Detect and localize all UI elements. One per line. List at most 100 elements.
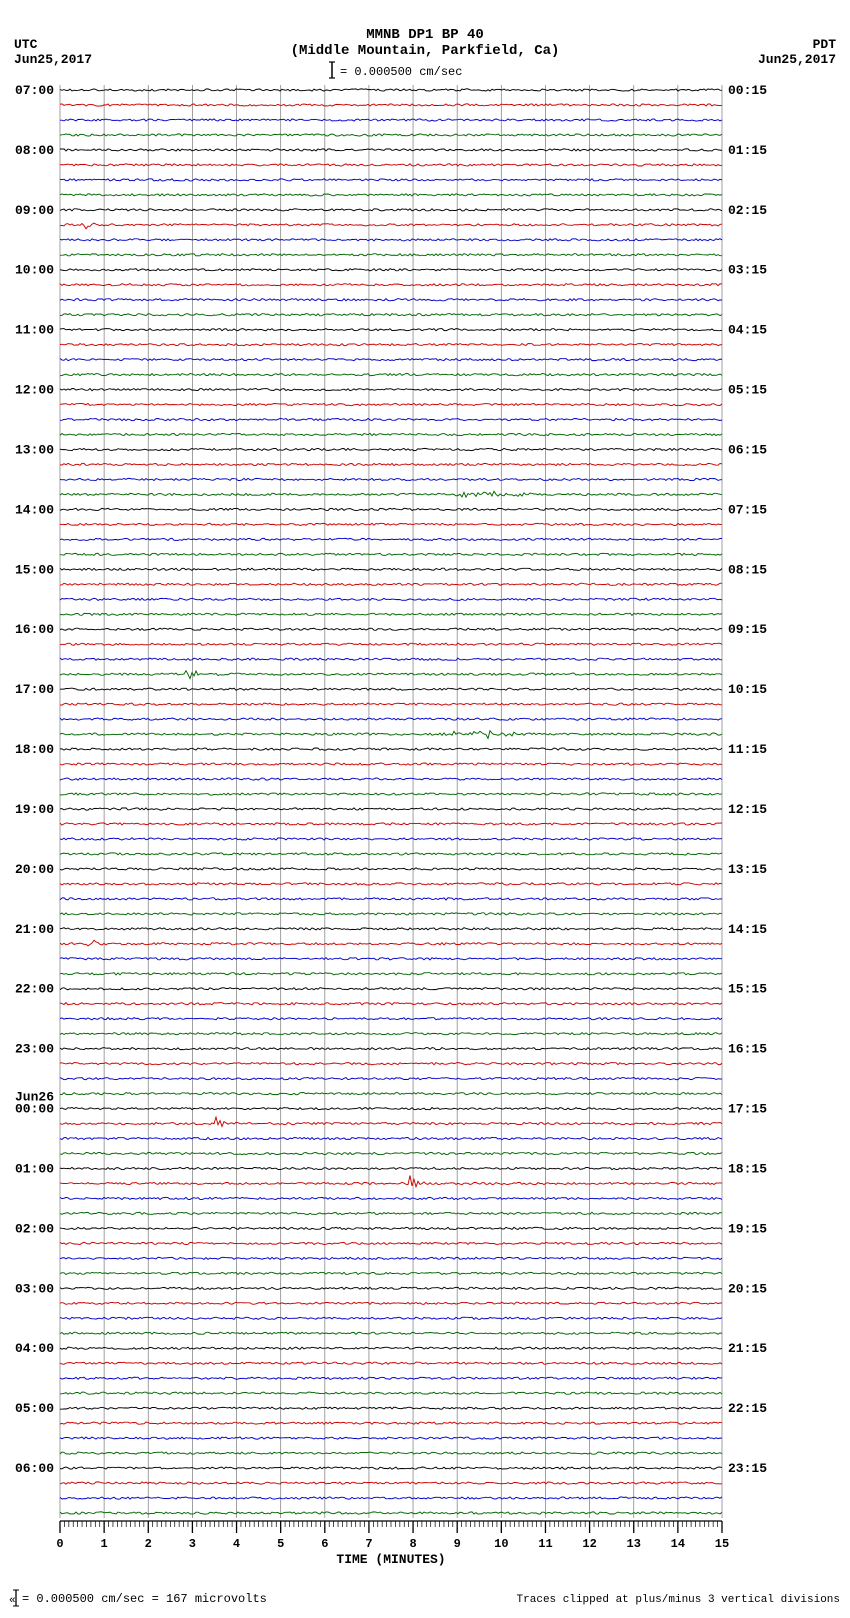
seismic-trace — [60, 1407, 722, 1409]
seismic-trace — [60, 404, 722, 406]
pdt-hour-label: 21:15 — [728, 1341, 767, 1356]
seismic-trace — [60, 1287, 722, 1289]
seismic-trace — [60, 940, 722, 946]
seismic-trace — [60, 583, 722, 585]
utc-hour-label: 01:00 — [15, 1161, 54, 1176]
utc-hour-label: 08:00 — [15, 143, 54, 158]
seismic-trace — [60, 913, 722, 915]
seismic-trace — [60, 491, 722, 497]
seismic-trace — [60, 1302, 722, 1304]
seismic-trace — [60, 838, 722, 840]
pdt-hour-label: 04:15 — [728, 323, 767, 338]
seismic-trace — [60, 478, 722, 480]
seismic-trace — [60, 688, 722, 690]
seismic-trace — [60, 703, 722, 705]
right-tz: PDT — [813, 37, 837, 52]
pdt-hour-label: 02:15 — [728, 203, 767, 218]
x-axis-label: TIME (MINUTES) — [336, 1552, 445, 1567]
seismic-trace — [60, 763, 722, 765]
seismic-trace — [60, 1227, 722, 1229]
x-tick-label: 13 — [627, 1537, 641, 1551]
seismic-trace — [60, 1152, 722, 1154]
seismic-trace — [60, 119, 722, 121]
seismic-trace — [60, 1078, 722, 1080]
seismic-trace — [60, 883, 722, 885]
footer-clip-note: Traces clipped at plus/minus 3 vertical … — [517, 1594, 840, 1606]
seismic-trace — [60, 671, 722, 679]
utc-hour-label: 17:00 — [15, 682, 54, 697]
seismic-trace — [60, 1063, 722, 1065]
seismic-trace — [60, 1197, 722, 1199]
x-tick-label: 12 — [582, 1537, 596, 1551]
x-tick-label: 5 — [277, 1537, 284, 1551]
seismic-trace — [60, 284, 722, 286]
seismic-trace — [60, 269, 722, 271]
seismic-trace — [60, 808, 722, 810]
pdt-hour-label: 14:15 — [728, 922, 767, 937]
seismic-trace — [60, 553, 722, 555]
pdt-hour-label: 13:15 — [728, 862, 767, 877]
seismic-trace — [60, 1167, 722, 1169]
seismic-trace — [60, 898, 722, 900]
seismic-trace — [60, 239, 722, 241]
seismic-trace — [60, 1257, 722, 1259]
footer-tick: « — [9, 1595, 16, 1607]
x-tick-label: 10 — [494, 1537, 508, 1551]
seismic-trace — [60, 209, 722, 211]
right-date: Jun25,2017 — [758, 52, 836, 67]
seismic-trace — [60, 194, 722, 196]
seismic-trace — [60, 568, 722, 570]
seismic-trace — [60, 1003, 722, 1005]
seismic-trace — [60, 1347, 722, 1349]
seismic-trace — [60, 643, 722, 645]
seismic-trace — [60, 748, 722, 750]
seismic-trace — [60, 1108, 722, 1110]
seismogram-root: MMNB DP1 BP 40(Middle Mountain, Parkfiel… — [0, 0, 850, 1613]
utc-hour-label: 21:00 — [15, 922, 54, 937]
seismic-trace — [60, 1392, 722, 1394]
seismic-trace — [60, 149, 722, 151]
seismic-trace — [60, 823, 722, 825]
seismic-trace — [60, 223, 722, 229]
seismic-trace — [60, 1317, 722, 1319]
station-subtitle: (Middle Mountain, Parkfield, Ca) — [291, 43, 560, 59]
pdt-hour-label: 17:15 — [728, 1102, 767, 1117]
x-tick-label: 8 — [409, 1537, 416, 1551]
seismic-trace — [60, 1512, 722, 1514]
seismic-trace — [60, 1482, 722, 1484]
x-tick-label: 3 — [189, 1537, 196, 1551]
pdt-hour-label: 19:15 — [728, 1221, 767, 1236]
seismic-trace — [60, 718, 722, 720]
x-tick-label: 4 — [233, 1537, 240, 1551]
seismic-trace — [60, 628, 722, 630]
utc-hour-label: 16:00 — [15, 622, 54, 637]
x-tick-label: 15 — [715, 1537, 729, 1551]
pdt-hour-label: 10:15 — [728, 682, 767, 697]
seismic-trace — [60, 1018, 722, 1020]
pdt-hour-label: 01:15 — [728, 143, 767, 158]
seismic-trace — [60, 1048, 722, 1050]
x-tick-label: 14 — [671, 1537, 685, 1551]
seismic-trace — [60, 1117, 722, 1126]
utc-hour-label: 04:00 — [15, 1341, 54, 1356]
seismic-trace — [60, 958, 722, 960]
seismic-trace — [60, 1093, 722, 1095]
seismic-trace — [60, 254, 722, 256]
utc-hour-label: 12:00 — [15, 383, 54, 398]
seismic-trace — [60, 598, 722, 600]
pdt-hour-label: 23:15 — [728, 1461, 767, 1476]
seismic-trace — [60, 134, 722, 136]
seismic-trace — [60, 463, 722, 465]
pdt-hour-label: 20:15 — [728, 1281, 767, 1296]
seismic-trace — [60, 1362, 722, 1364]
pdt-hour-label: 09:15 — [728, 622, 767, 637]
pdt-hour-label: 22:15 — [728, 1401, 767, 1416]
utc-hour-label: 15:00 — [15, 562, 54, 577]
seismic-trace — [60, 179, 722, 181]
x-tick-label: 1 — [101, 1537, 108, 1551]
seismic-trace — [60, 433, 722, 435]
seismic-trace — [60, 1033, 722, 1035]
seismic-trace — [60, 988, 722, 990]
pdt-hour-label: 16:15 — [728, 1042, 767, 1057]
utc-hour-label: 06:00 — [15, 1461, 54, 1476]
